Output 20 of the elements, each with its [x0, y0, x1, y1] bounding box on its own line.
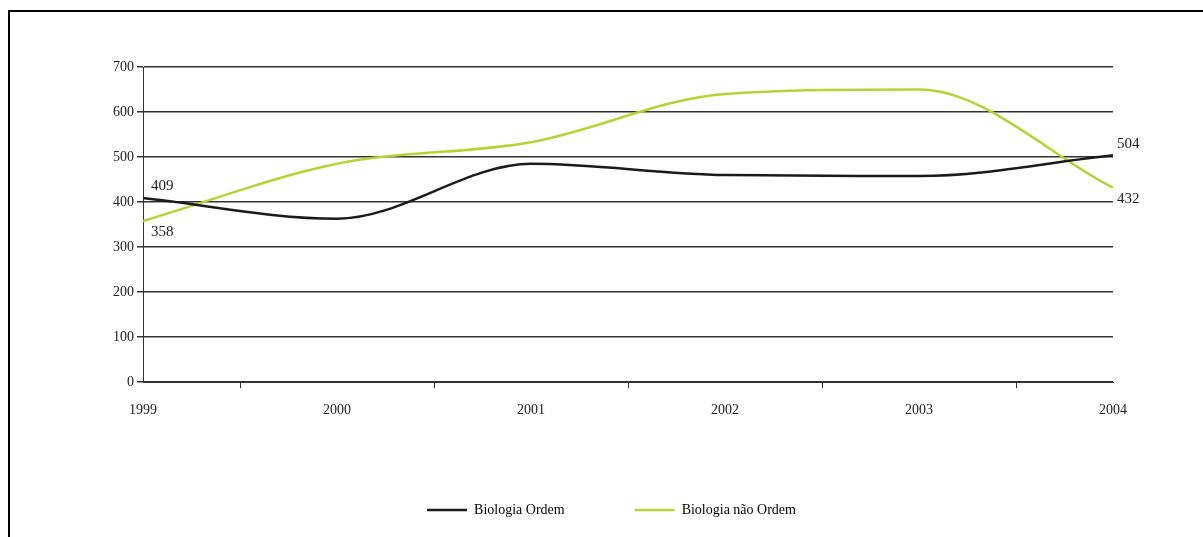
x-tick-label: 2004: [1099, 402, 1127, 418]
x-tick-label: 2001: [517, 402, 545, 418]
legend-label: Biologia não Ordem: [681, 501, 797, 517]
y-tick-label: 700: [113, 58, 134, 74]
data-label: 504: [1117, 134, 1140, 151]
x-tick-label: 2003: [905, 402, 933, 418]
data-label: 409: [151, 177, 174, 194]
data-label: 432: [1117, 190, 1140, 207]
x-tick-label: 2000: [323, 402, 351, 418]
y-tick-label: 300: [113, 238, 134, 254]
y-tick-label: 0: [127, 373, 134, 389]
y-tick-label: 200: [113, 283, 134, 299]
x-tick-label: 2002: [711, 402, 739, 418]
y-tick-label: 100: [113, 328, 134, 344]
y-tick-label: 600: [113, 103, 134, 119]
y-tick-label: 400: [113, 193, 134, 209]
legend-label: Biologia Ordem: [474, 501, 565, 517]
y-tick-label: 500: [113, 148, 134, 164]
data-label: 358: [151, 223, 174, 240]
x-tick-label: 1999: [129, 402, 157, 418]
